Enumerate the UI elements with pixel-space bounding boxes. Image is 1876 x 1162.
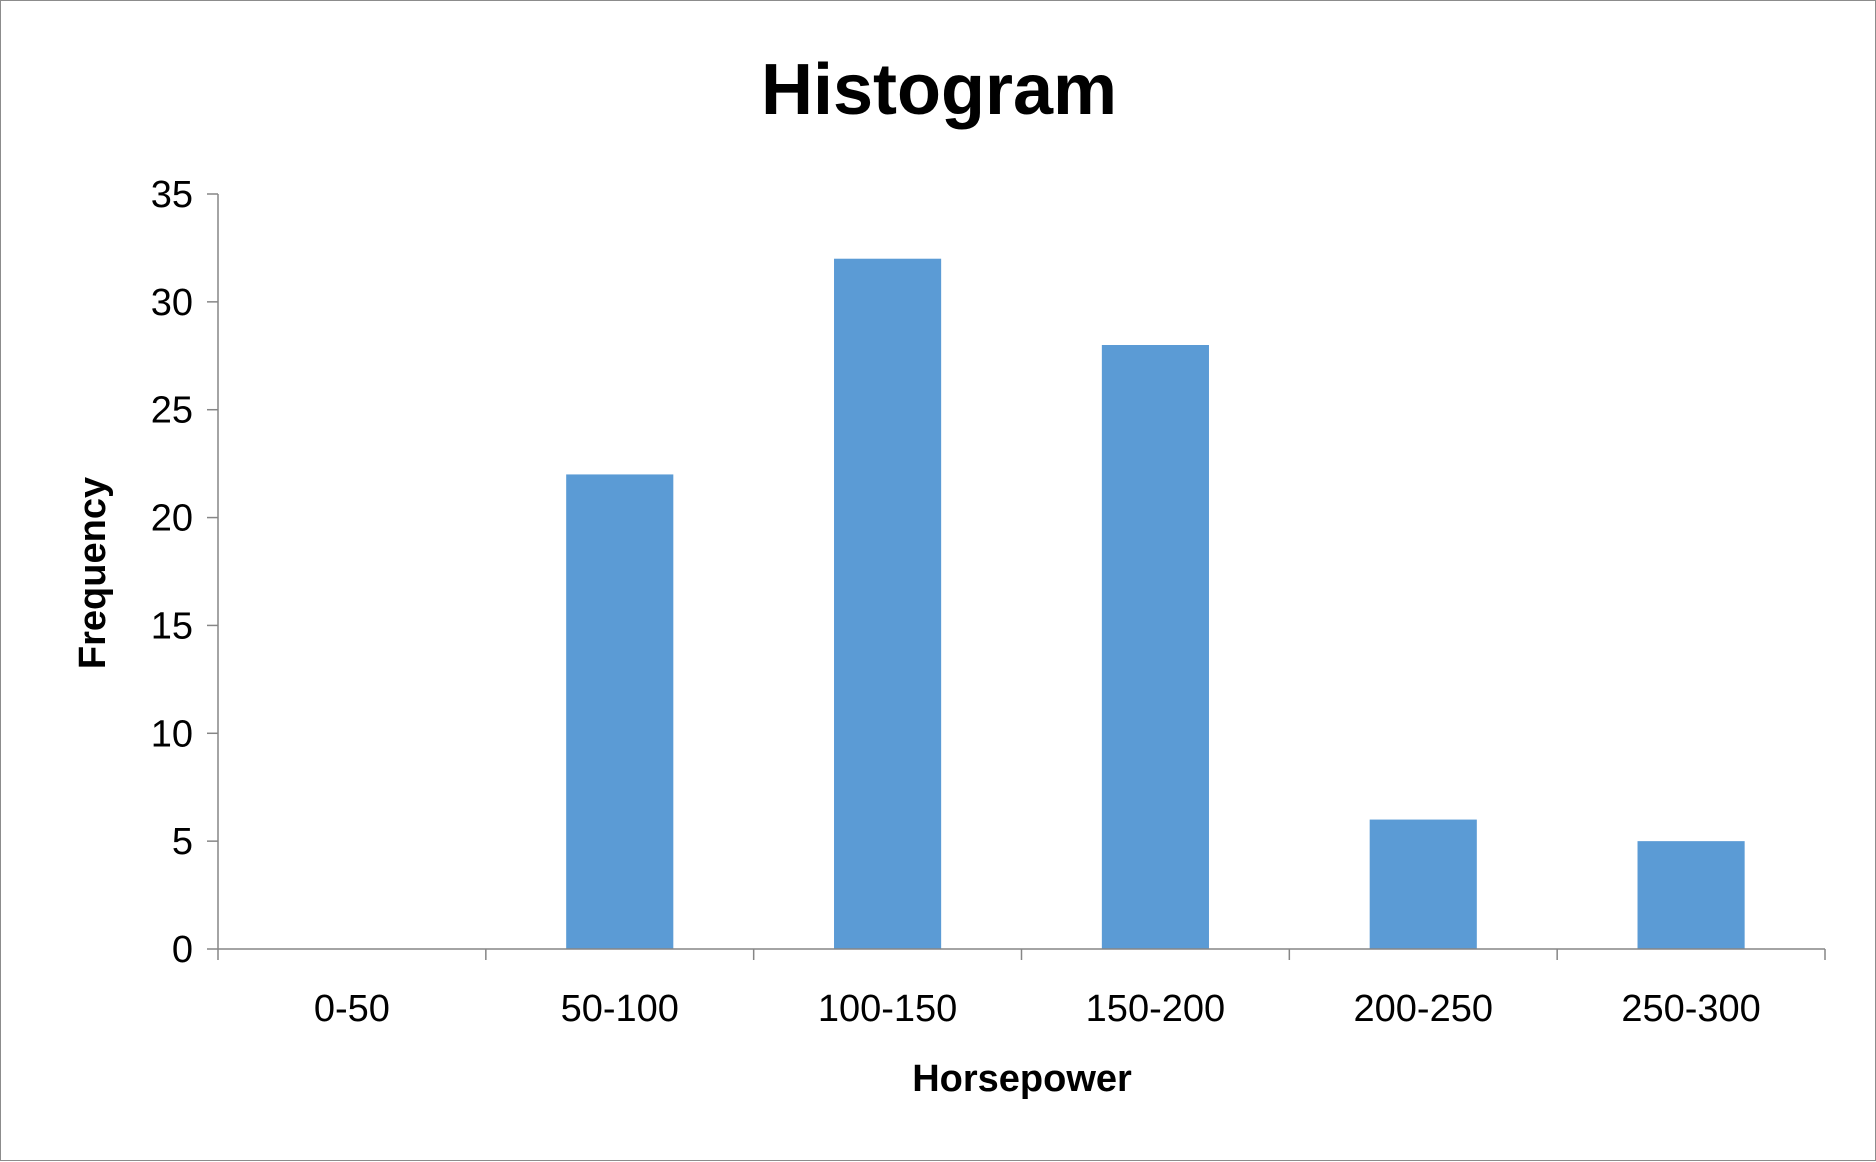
y-tick-label: 35 [151,174,193,216]
bar-100-150 [834,258,942,949]
x-tick-label: 250-300 [1621,988,1760,1030]
axes [217,194,1825,950]
y-tick-label: 5 [172,821,193,863]
x-tick-label: 150-200 [1086,988,1225,1030]
y-axis-ticks: 0 5 10 15 20 25 30 35 [151,174,218,971]
x-tick-label: 200-250 [1354,988,1493,1030]
bar-200-250 [1369,819,1477,949]
bar-250-300 [1637,841,1745,949]
x-tick-label: 100-150 [818,988,957,1030]
y-tick-label: 0 [172,929,193,971]
x-tick-label: 0-50 [314,988,390,1030]
y-axis-title: Frequency [72,477,114,669]
x-tick-label: 50-100 [561,988,679,1030]
bar-150-200 [1101,345,1209,949]
bar-50-100 [566,474,674,949]
y-tick-label: 10 [151,713,193,755]
y-tick-label: 15 [151,605,193,647]
bars [566,258,1745,949]
x-axis-ticks: 0-50 50-100 100-150 150-200 200-250 250-300 [217,949,1826,1030]
y-tick-label: 25 [151,390,193,432]
y-tick-label: 20 [151,498,193,540]
y-tick-label: 30 [151,282,193,324]
chart-title: Histogram [761,50,1117,130]
x-axis-title: Horsepower [912,1058,1132,1100]
